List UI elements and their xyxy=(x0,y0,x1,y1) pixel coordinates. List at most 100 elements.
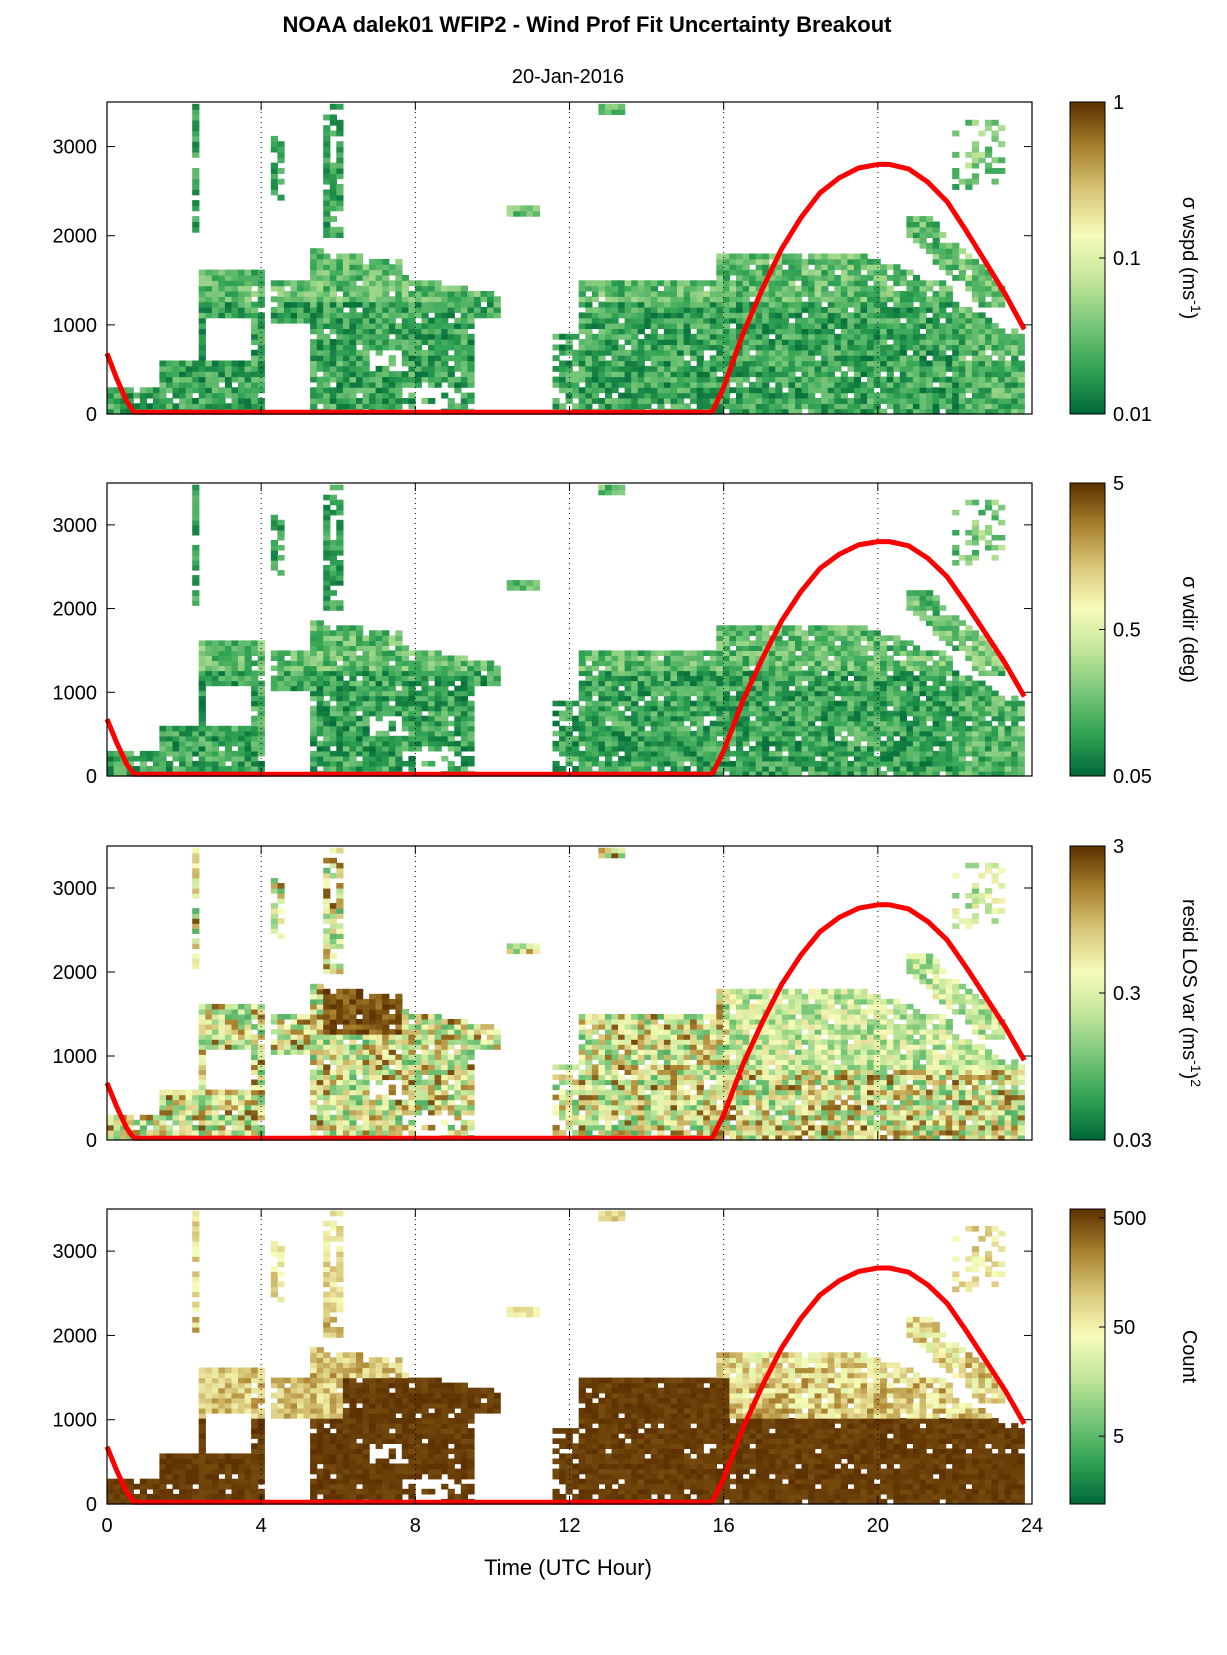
heatmap-cell xyxy=(244,296,252,303)
heatmap-cell xyxy=(834,333,842,340)
heatmap-cell xyxy=(310,650,318,656)
heatmap-cell xyxy=(349,344,357,351)
heatmap-cell xyxy=(205,398,213,404)
heatmap-cell xyxy=(906,344,914,351)
heatmap-cell xyxy=(323,550,331,556)
heatmap-cell xyxy=(821,403,829,410)
heatmap-cell xyxy=(932,333,940,340)
heatmap-cell xyxy=(388,760,396,767)
heatmap-cell xyxy=(1004,349,1012,356)
heatmap-cell xyxy=(795,705,803,712)
heatmap-cell xyxy=(611,720,619,727)
heatmap-cell xyxy=(329,232,337,238)
heatmap-cell xyxy=(192,146,200,153)
heatmap-cell xyxy=(323,705,331,712)
heatmap-cell xyxy=(1011,360,1019,367)
heatmap-cell xyxy=(329,280,337,287)
heatmap-cell xyxy=(827,376,835,383)
heatmap-cell xyxy=(736,720,744,727)
heatmap-cell xyxy=(945,365,953,372)
heatmap-cell xyxy=(388,360,396,367)
heatmap-cell xyxy=(755,280,763,287)
heatmap-cell xyxy=(781,274,790,281)
heatmap-cell xyxy=(388,670,396,677)
heatmap-cell xyxy=(998,125,1006,132)
heatmap-cell xyxy=(663,328,672,335)
heatmap-cell xyxy=(650,371,658,378)
heatmap-cell xyxy=(631,695,639,702)
heatmap-cell xyxy=(958,178,966,185)
heatmap-cell xyxy=(192,565,200,571)
heatmap-cell xyxy=(991,339,999,345)
heatmap-cell xyxy=(192,575,200,581)
heatmap-cell xyxy=(932,398,940,404)
heatmap-cell xyxy=(945,248,953,255)
heatmap-cell xyxy=(323,710,331,717)
heatmap-cell xyxy=(971,349,980,356)
heatmap-cell xyxy=(382,376,390,383)
heatmap-cell xyxy=(749,630,757,636)
heatmap-cell xyxy=(768,650,776,656)
heatmap-cell xyxy=(736,360,744,367)
heatmap-cell xyxy=(585,296,593,303)
heatmap-cell xyxy=(192,381,200,388)
heatmap-cell xyxy=(362,750,370,757)
heatmap-cell xyxy=(572,766,580,772)
heatmap-cell xyxy=(591,725,600,732)
heatmap-cell xyxy=(329,600,337,606)
heatmap-cell xyxy=(578,750,586,757)
heatmap-cell xyxy=(795,660,803,667)
heatmap-cell xyxy=(382,680,390,687)
heatmap-cell xyxy=(611,670,619,677)
heatmap-cell xyxy=(349,365,357,372)
heatmap-cell xyxy=(893,312,901,319)
heatmap-cell xyxy=(441,680,449,687)
heatmap-cell xyxy=(644,685,652,692)
heatmap-cell xyxy=(421,740,429,747)
heatmap-cell xyxy=(192,544,200,551)
heatmap-cell xyxy=(467,371,475,378)
heatmap-cell xyxy=(277,570,285,576)
heatmap-cell xyxy=(611,705,619,712)
heatmap-cell xyxy=(428,660,436,667)
heatmap-cell xyxy=(277,665,285,672)
heatmap-cell xyxy=(382,690,390,697)
heatmap-cell xyxy=(192,750,200,757)
heatmap-cell xyxy=(880,344,888,351)
heatmap-cell xyxy=(467,760,475,767)
heatmap-cell xyxy=(985,333,993,340)
heatmap-cell xyxy=(323,625,331,631)
heatmap-cell xyxy=(912,344,921,351)
heatmap-cell xyxy=(998,339,1006,345)
heatmap-cell xyxy=(211,730,219,737)
heatmap-cell xyxy=(408,745,416,752)
heatmap-cell xyxy=(736,323,744,329)
heatmap-cell xyxy=(559,740,567,747)
heatmap-cell xyxy=(329,189,337,196)
heatmap-cell xyxy=(447,376,455,383)
heatmap-cell xyxy=(873,333,881,340)
heatmap-cell xyxy=(775,650,783,656)
heatmap-cell xyxy=(795,312,803,319)
heatmap-cell xyxy=(159,398,167,404)
heatmap-cell xyxy=(808,258,816,265)
heatmap-cell xyxy=(657,766,665,772)
heatmap-cell xyxy=(1017,371,1025,378)
heatmap-cell xyxy=(932,232,940,238)
heatmap-cell xyxy=(336,269,344,276)
heatmap-cell xyxy=(762,328,770,335)
heatmap-cell xyxy=(926,307,934,313)
heatmap-cell xyxy=(342,371,351,378)
heatmap-cell xyxy=(283,680,292,687)
heatmap-cell xyxy=(939,253,947,260)
heatmap-cell xyxy=(159,750,167,757)
heatmap-cell xyxy=(958,344,966,351)
heatmap-cell xyxy=(211,640,219,646)
heatmap-cell xyxy=(906,365,914,372)
heatmap-cell xyxy=(631,317,639,324)
heatmap-cell xyxy=(932,387,940,394)
heatmap-cell xyxy=(585,740,593,747)
heatmap-cell xyxy=(945,301,953,308)
heatmap-cell xyxy=(336,570,344,576)
heatmap-cell xyxy=(670,720,678,727)
